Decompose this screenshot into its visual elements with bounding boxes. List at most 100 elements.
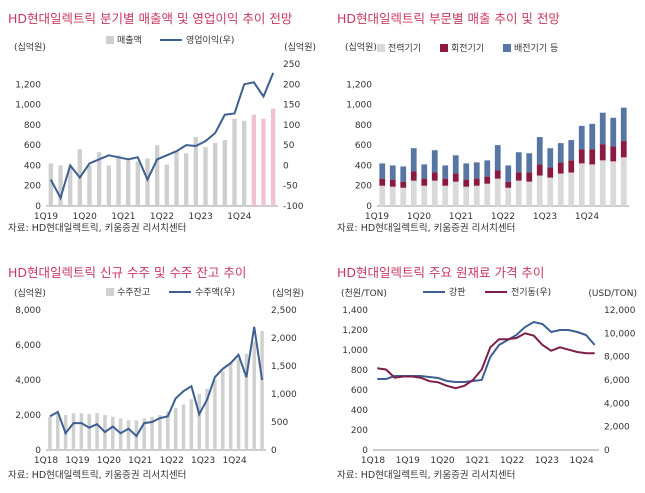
y-tick-label: 800 bbox=[351, 366, 368, 376]
bar-회전기기 bbox=[505, 181, 512, 188]
legend-label: 매출액 bbox=[117, 34, 142, 46]
right-unit-label: (십억원) bbox=[284, 41, 316, 53]
y2-tick-label: 1,000 bbox=[271, 390, 297, 400]
y-tick-label: 400 bbox=[24, 161, 41, 171]
y2-tick-label: 1,500 bbox=[271, 362, 297, 372]
source-note: 자료: HD현대일렉트릭, 키움증권 리서치센터 bbox=[8, 470, 187, 481]
bar bbox=[213, 380, 217, 450]
y-tick-label: 200 bbox=[351, 426, 368, 436]
x-tick-label: 1Q23 bbox=[191, 456, 215, 466]
x-tick-label: 1Q22 bbox=[500, 456, 524, 466]
bar-회전기기 bbox=[379, 178, 386, 186]
bar bbox=[221, 371, 225, 450]
y-tick-label: 2,000 bbox=[15, 411, 41, 421]
legend-label: 수주잔고 bbox=[117, 287, 150, 298]
sales-op-chart: (십억원) (십억원) 0 200 400 600 800 1,000 1,200 -100 -50… bbox=[14, 34, 316, 222]
y-tick-label: 800 bbox=[24, 121, 41, 131]
y2-tick-label: -100 bbox=[283, 202, 304, 212]
y-tick-label: 4,000 bbox=[15, 376, 41, 386]
bar-회전기기 bbox=[463, 179, 470, 187]
bar-배전기기 등 bbox=[547, 148, 554, 168]
y2-tick-label: 100 bbox=[283, 121, 300, 131]
bar bbox=[125, 160, 131, 206]
bar-배전기기 등 bbox=[557, 143, 564, 163]
legend-swatch bbox=[440, 44, 448, 52]
bar-배전기기 등 bbox=[484, 160, 491, 177]
bar-회전기기 bbox=[515, 172, 522, 181]
y2-tick-label: 2,000 bbox=[271, 334, 297, 344]
bar-배전기기 등 bbox=[442, 165, 449, 179]
legend-label: 전기동(우) bbox=[511, 287, 551, 298]
bar bbox=[87, 414, 91, 450]
division-chart: (십억원) 0 200 400 600 800 1,000 1,200 1Q19 1Q20 1Q21… bbox=[345, 41, 629, 222]
bar-전력기기 bbox=[568, 172, 575, 206]
bar-회전기기 bbox=[494, 170, 501, 179]
bar-전력기기 bbox=[473, 185, 480, 206]
bar bbox=[174, 151, 179, 206]
y-tick-label: 600 bbox=[24, 141, 41, 151]
bar bbox=[251, 114, 257, 206]
legend-label: 수주액(우) bbox=[195, 286, 235, 298]
bar-배전기기 등 bbox=[463, 163, 470, 180]
bar-회전기기 bbox=[442, 178, 449, 186]
line-영업이익(우) bbox=[49, 72, 275, 201]
bar-배전기기 등 bbox=[610, 117, 617, 147]
bar-전력기기 bbox=[379, 185, 386, 206]
bar-회전기기 bbox=[431, 172, 438, 181]
bar-회전기기 bbox=[484, 176, 491, 184]
line-강판 bbox=[377, 320, 596, 383]
bar bbox=[111, 416, 115, 450]
materials-chart: (천원/TON) (USD/TON) 0 200 400 600 800 1,000 1,200… bbox=[341, 287, 637, 466]
bar-전력기기 bbox=[410, 180, 417, 206]
bar bbox=[145, 158, 150, 206]
bar bbox=[260, 331, 264, 450]
x-tick-label: 1Q21 bbox=[449, 212, 473, 222]
left-unit-label: (십억원) bbox=[14, 41, 46, 53]
line-수주액(우) bbox=[49, 326, 264, 438]
bar bbox=[158, 415, 162, 450]
bar bbox=[67, 167, 73, 206]
bar-배전기기 등 bbox=[400, 166, 407, 182]
bar bbox=[116, 155, 121, 206]
bar-회전기기 bbox=[568, 160, 575, 173]
bar-전력기기 bbox=[452, 181, 459, 206]
bar-전력기기 bbox=[484, 183, 491, 206]
y2-tick-label: 2,500 bbox=[271, 306, 297, 316]
x-tick-label: 1Q19 bbox=[396, 456, 421, 466]
bar bbox=[150, 416, 154, 450]
bar bbox=[222, 140, 228, 206]
bar bbox=[189, 399, 194, 450]
bar-배전기기 등 bbox=[494, 145, 501, 171]
bar-배전기기 등 bbox=[620, 107, 627, 142]
bar-전력기기 bbox=[463, 186, 470, 206]
left-unit-label: (십억원) bbox=[14, 287, 46, 299]
x-tick-label: 1Q22 bbox=[150, 212, 174, 222]
bar-회전기기 bbox=[389, 179, 396, 187]
legend-swatch bbox=[503, 44, 511, 52]
legend-label: 강판 bbox=[449, 287, 466, 298]
x-tick-label: 1Q20 bbox=[97, 456, 122, 466]
bar-전력기기 bbox=[431, 180, 438, 206]
x-tick-label: 1Q18 bbox=[361, 456, 386, 466]
y-tick-label: 1,200 bbox=[346, 80, 372, 90]
bar bbox=[270, 108, 276, 206]
bar bbox=[48, 163, 54, 206]
bar bbox=[241, 120, 247, 206]
y2-tick-label: 10,000 bbox=[604, 329, 636, 339]
bar-전력기기 bbox=[620, 157, 627, 206]
bar-배전기기 등 bbox=[473, 162, 480, 179]
x-tick-label: 1Q18 bbox=[34, 456, 59, 466]
bar bbox=[126, 420, 131, 450]
line-전기동(우) bbox=[377, 332, 595, 390]
x-tick-label: 1Q22 bbox=[160, 456, 184, 466]
legend-swatch bbox=[377, 44, 385, 52]
bar-배전기기 등 bbox=[568, 140, 575, 161]
bar bbox=[96, 152, 102, 206]
x-tick-label: 1Q23 bbox=[189, 212, 213, 222]
legend-swatch bbox=[106, 36, 114, 44]
source-note: 자료: HD현대일렉트릭, 키움증권 리서치센터 bbox=[337, 470, 516, 481]
y-tick-label: 200 bbox=[355, 182, 372, 192]
bar-배전기기 등 bbox=[599, 112, 606, 145]
chart-title: HD현대일렉트릭 분기별 매출액 및 영업이익 추이 전망 bbox=[8, 11, 293, 26]
bar-전력기기 bbox=[578, 163, 585, 206]
